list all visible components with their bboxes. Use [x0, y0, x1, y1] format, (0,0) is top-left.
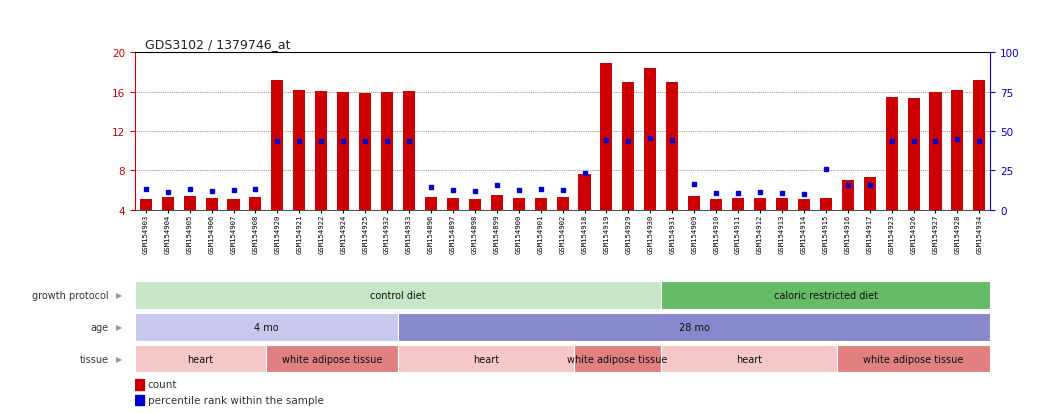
- Text: heart: heart: [188, 354, 214, 364]
- Bar: [886, 97, 898, 210]
- Text: white adipose tissue: white adipose tissue: [282, 354, 383, 364]
- FancyBboxPatch shape: [662, 282, 990, 309]
- Bar: [732, 198, 745, 210]
- Bar: [359, 93, 371, 210]
- FancyBboxPatch shape: [267, 345, 398, 373]
- Bar: [622, 83, 635, 210]
- Bar: [535, 198, 546, 210]
- Text: age: age: [91, 322, 109, 332]
- Bar: [272, 81, 283, 210]
- Text: percentile rank within the sample: percentile rank within the sample: [147, 395, 324, 405]
- FancyBboxPatch shape: [135, 282, 662, 309]
- Text: white adipose tissue: white adipose tissue: [567, 354, 668, 364]
- Text: growth protocol: growth protocol: [32, 290, 109, 300]
- Bar: [205, 198, 218, 210]
- Bar: [337, 93, 349, 210]
- Bar: [315, 92, 328, 210]
- Bar: [754, 198, 766, 210]
- Bar: [907, 98, 920, 210]
- Bar: [579, 175, 590, 210]
- Text: ▶: ▶: [116, 323, 122, 332]
- Bar: [135, 379, 144, 389]
- Text: control diet: control diet: [370, 290, 426, 300]
- Bar: [184, 197, 196, 210]
- Bar: [447, 198, 459, 210]
- FancyBboxPatch shape: [398, 345, 573, 373]
- Bar: [689, 197, 700, 210]
- Bar: [710, 199, 722, 210]
- Bar: [512, 198, 525, 210]
- FancyBboxPatch shape: [398, 313, 990, 341]
- Bar: [140, 199, 151, 210]
- Bar: [293, 90, 305, 210]
- Bar: [469, 199, 481, 210]
- Text: 4 mo: 4 mo: [254, 322, 279, 332]
- FancyBboxPatch shape: [135, 313, 398, 341]
- Text: heart: heart: [736, 354, 762, 364]
- FancyBboxPatch shape: [837, 345, 990, 373]
- Bar: [951, 90, 963, 210]
- Text: ▶: ▶: [116, 291, 122, 300]
- Text: 28 mo: 28 mo: [679, 322, 709, 332]
- FancyBboxPatch shape: [573, 345, 662, 373]
- Bar: [491, 195, 503, 210]
- Text: GDS3102 / 1379746_at: GDS3102 / 1379746_at: [145, 38, 290, 51]
- Text: heart: heart: [473, 354, 499, 364]
- Text: ▶: ▶: [116, 354, 122, 363]
- Bar: [600, 64, 613, 210]
- Bar: [644, 69, 656, 210]
- Bar: [666, 83, 678, 210]
- Bar: [864, 178, 875, 210]
- Text: caloric restricted diet: caloric restricted diet: [774, 290, 877, 300]
- Bar: [820, 198, 832, 210]
- Bar: [403, 92, 415, 210]
- Bar: [974, 81, 985, 210]
- Bar: [162, 197, 174, 210]
- Bar: [425, 197, 437, 210]
- FancyBboxPatch shape: [135, 345, 267, 373]
- Bar: [776, 198, 788, 210]
- Bar: [842, 181, 853, 210]
- Bar: [135, 395, 144, 406]
- Bar: [227, 199, 240, 210]
- FancyBboxPatch shape: [662, 345, 837, 373]
- Bar: [250, 197, 261, 210]
- Bar: [381, 93, 393, 210]
- Text: white adipose tissue: white adipose tissue: [864, 354, 963, 364]
- Bar: [797, 199, 810, 210]
- Text: count: count: [147, 379, 177, 389]
- Bar: [929, 93, 942, 210]
- Text: tissue: tissue: [80, 354, 109, 364]
- Bar: [557, 197, 568, 210]
